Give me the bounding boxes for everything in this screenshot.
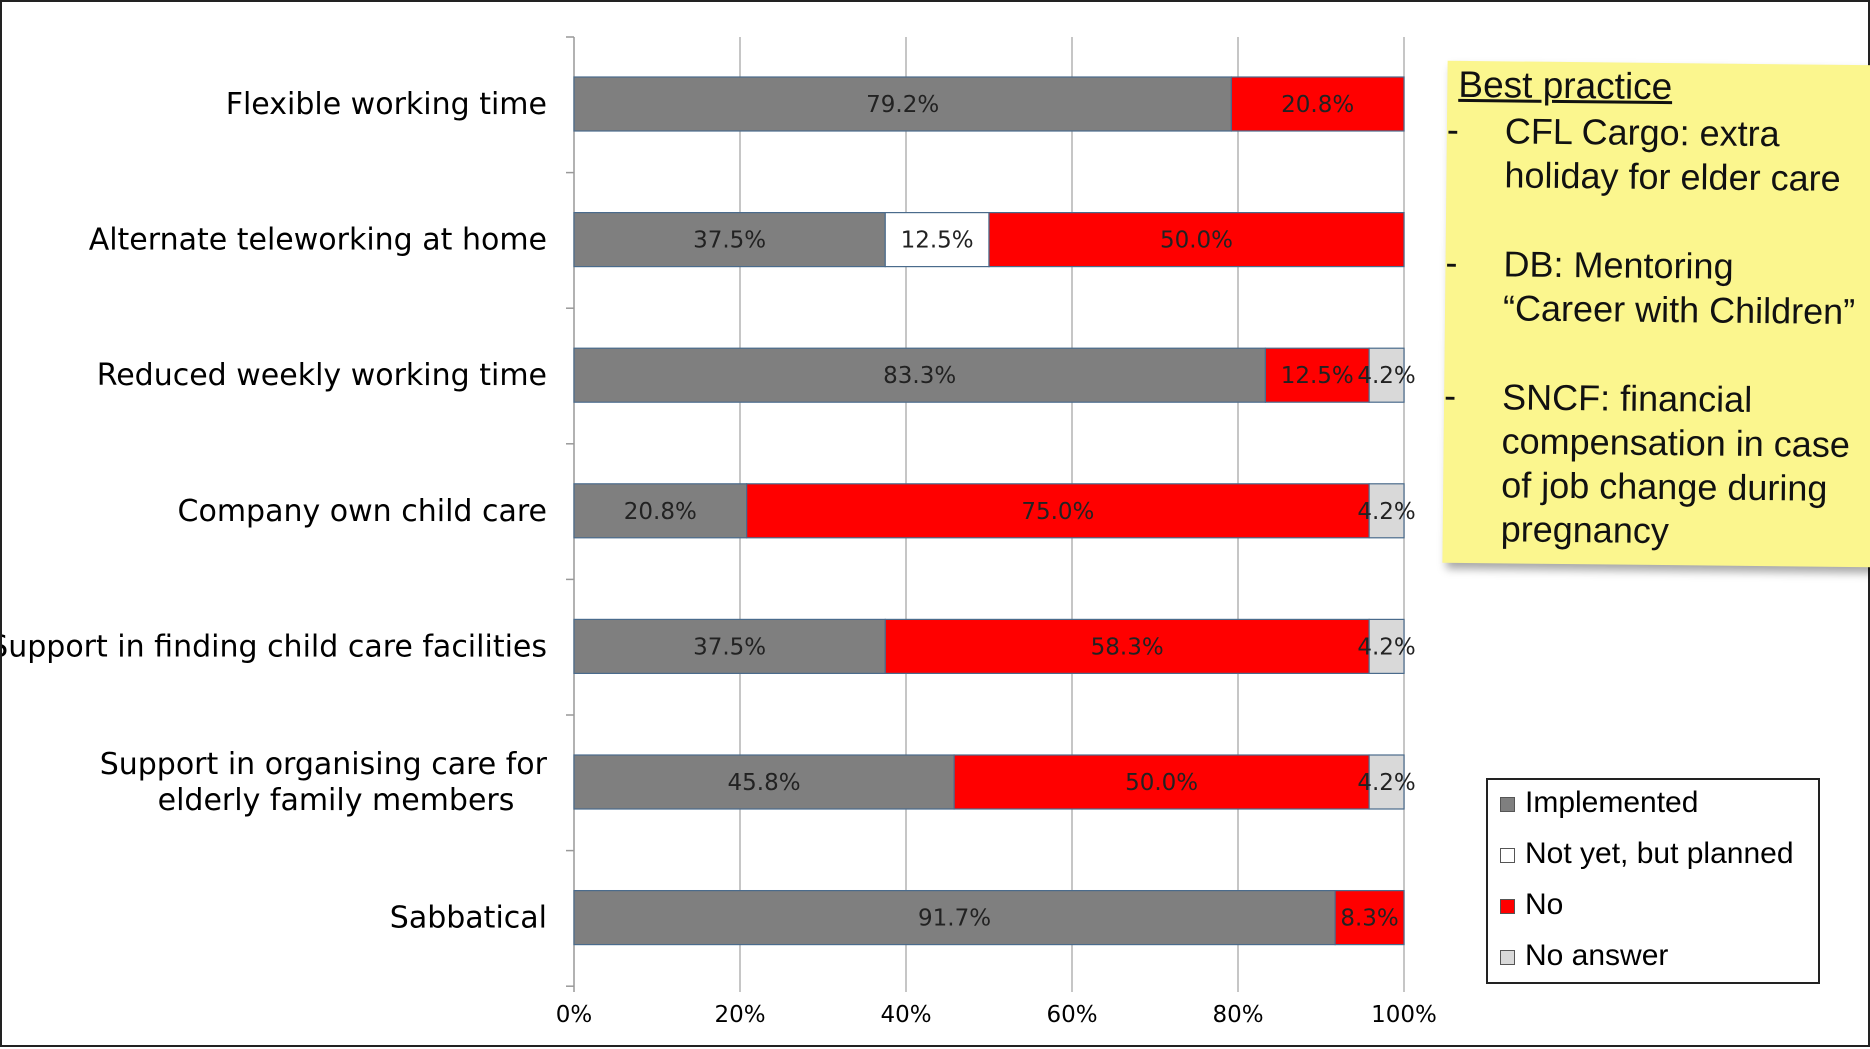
category-label: Flexible working time: [226, 87, 547, 122]
x-tick-label: 60%: [1046, 1002, 1097, 1028]
x-tick-label: 40%: [880, 1002, 931, 1028]
note-line: “Career with Children”: [1503, 286, 1870, 334]
note-line: pregnancy: [1501, 507, 1870, 555]
data-label: 79.2%: [866, 92, 939, 118]
legend-label: No answer: [1525, 939, 1668, 973]
data-label: 20.8%: [1281, 92, 1354, 118]
note-text: DB: Mentoring “Career with Children”: [1503, 242, 1870, 334]
legend-label: Not yet, but planned: [1525, 837, 1794, 871]
note-line: of job change during: [1501, 463, 1870, 511]
note-dash: -: [1444, 375, 1456, 417]
data-label: 50.0%: [1160, 228, 1233, 254]
legend: Implemented Not yet, but planned No No a…: [1486, 778, 1820, 984]
x-tick-label: 80%: [1212, 1002, 1263, 1028]
data-label: 83.3%: [883, 363, 956, 389]
best-practice-note: Best practice - CFL Cargo: extra holiday…: [1442, 61, 1870, 567]
note-line: DB: Mentoring: [1503, 242, 1870, 290]
note-item: - DB: Mentoring “Career with Children”: [1446, 242, 1870, 247]
note-dash: -: [1445, 242, 1457, 284]
data-label: 8.3%: [1340, 906, 1398, 932]
note-item: - CFL Cargo: extra holiday for elder car…: [1447, 109, 1870, 114]
category-label: Support in organising care for: [100, 747, 548, 782]
x-tick-label: 0%: [556, 1002, 593, 1028]
note-line: holiday for elder care: [1504, 153, 1870, 201]
category-label: Company own child care: [178, 494, 547, 529]
legend-swatch: [1500, 899, 1515, 914]
data-label: 4.2%: [1357, 770, 1415, 796]
legend-label: No: [1525, 888, 1563, 922]
data-label: 50.0%: [1125, 770, 1198, 796]
note-item: - SNCF: financial compensation in case o…: [1444, 375, 1870, 380]
category-label: Alternate teleworking at home: [89, 223, 547, 258]
category-label: Reduced weekly working time: [97, 358, 547, 393]
data-label: 91.7%: [918, 906, 991, 932]
note-line: compensation in case: [1501, 419, 1870, 467]
data-label: 4.2%: [1357, 634, 1415, 660]
note-dash: -: [1447, 109, 1459, 151]
category-labels: Flexible working time Alternate teleworki…: [2, 87, 548, 936]
note-line: CFL Cargo: extra: [1505, 109, 1870, 157]
data-label: 12.5%: [1281, 363, 1354, 389]
category-label: elderly family members: [158, 783, 515, 818]
data-label: 4.2%: [1357, 363, 1415, 389]
data-label: 45.8%: [728, 770, 801, 796]
data-label: 4.2%: [1357, 499, 1415, 525]
note-text: CFL Cargo: extra holiday for elder care: [1504, 109, 1870, 201]
data-label: 75.0%: [1021, 499, 1094, 525]
data-label: 20.8%: [624, 499, 697, 525]
note-text: SNCF: financial compensation in case of …: [1501, 375, 1870, 555]
legend-swatch: [1500, 950, 1515, 965]
note-line: SNCF: financial: [1502, 375, 1870, 423]
data-label: 37.5%: [693, 634, 766, 660]
note-title: Best practice: [1458, 64, 1672, 108]
x-tick-label: 100%: [1371, 1002, 1437, 1028]
data-label: 58.3%: [1091, 634, 1164, 660]
category-label: Sabbatical: [390, 901, 547, 936]
legend-label: Implemented: [1525, 786, 1698, 820]
x-tick-label: 20%: [714, 1002, 765, 1028]
x-axis-ticks: 0% 20% 40% 60% 80% 100%: [556, 1002, 1437, 1028]
legend-swatch: [1500, 797, 1515, 812]
data-label: 12.5%: [901, 228, 974, 254]
legend-swatch: [1500, 848, 1515, 863]
bars: [574, 77, 1404, 945]
category-label: Support in finding child care facilities: [2, 629, 547, 664]
data-label: 37.5%: [693, 228, 766, 254]
